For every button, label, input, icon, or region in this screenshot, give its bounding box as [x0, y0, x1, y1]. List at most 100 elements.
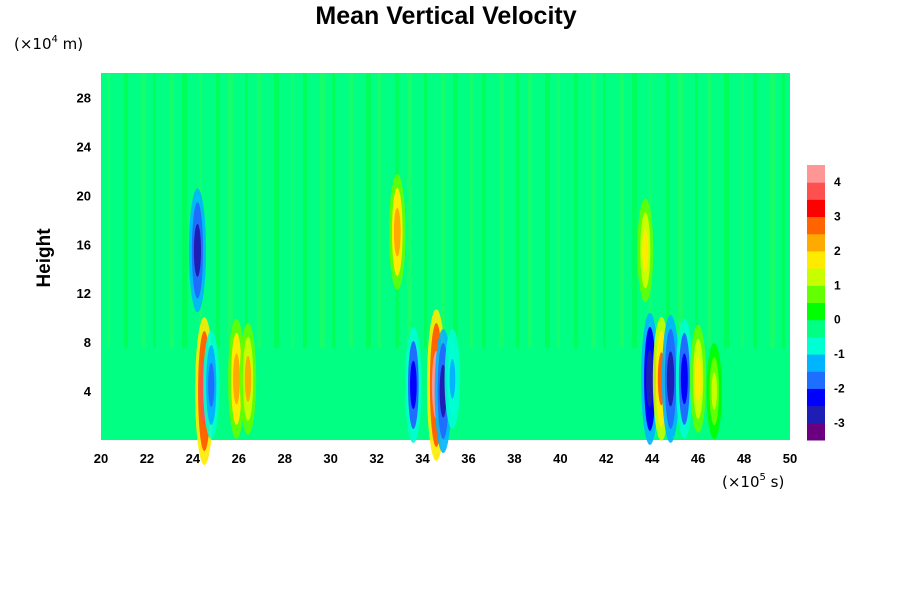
- feature-core: [646, 350, 654, 408]
- colorbar-segment: [807, 422, 825, 441]
- background-band: [378, 73, 381, 349]
- feature-core: [449, 359, 456, 399]
- x-tick-label: 34: [415, 451, 430, 466]
- colorbar-segment: [807, 354, 825, 372]
- colorbar-tick-label: -3: [834, 416, 845, 430]
- colorbar-tick-label: 1: [834, 278, 841, 292]
- x-tick-label: 50: [783, 451, 797, 466]
- background-band: [632, 73, 637, 349]
- colorbar-tick-label: 0: [834, 313, 841, 327]
- x-tick-label: 38: [507, 451, 521, 466]
- y-tick-label: 20: [77, 188, 91, 203]
- x-tick-label: 42: [599, 451, 613, 466]
- background-band: [303, 73, 307, 349]
- x-axis-ticks: 20 22 24 26 28 30 32 34 36 38 40 42 44 46 48 50: [94, 451, 797, 466]
- feature-core: [410, 360, 417, 410]
- y-tick-label: 12: [77, 286, 91, 301]
- x-tick-label: 22: [140, 451, 154, 466]
- background-band: [666, 73, 670, 349]
- background-band: [470, 73, 473, 349]
- velocity-features: [188, 174, 722, 466]
- colorbar-segment: [807, 302, 825, 321]
- background-band: [153, 73, 156, 349]
- background-band: [228, 73, 233, 349]
- background-band: [545, 73, 550, 349]
- y-axis-unit: (×104 m): [14, 34, 83, 53]
- colorbar-tick-label: 4: [834, 175, 841, 189]
- colorbar-segment: [807, 405, 825, 424]
- colorbar-ticks: 4 3 2 1 0 -1 -2 -3: [834, 175, 845, 430]
- background-band: [782, 73, 785, 349]
- feature-core: [208, 362, 215, 407]
- background-band: [603, 73, 606, 349]
- background-band: [170, 73, 174, 349]
- y-axis-unit-exponent: 4: [52, 34, 58, 45]
- colorbar-segment: [807, 388, 825, 407]
- y-tick-label: 8: [84, 335, 91, 350]
- x-tick-label: 24: [186, 451, 201, 466]
- feature-core: [233, 353, 240, 405]
- background-bands: [107, 73, 785, 349]
- colorbar-segment: [807, 250, 825, 269]
- colorbar-segment: [807, 268, 825, 286]
- colorbar-segment: [807, 319, 825, 338]
- background-band: [141, 73, 146, 349]
- colorbar-segment: [807, 199, 825, 218]
- x-tick-label: 32: [369, 451, 383, 466]
- y-axis-unit-prefix: (×10: [14, 35, 52, 53]
- background-band: [453, 73, 458, 349]
- plot-area: [101, 73, 790, 466]
- x-axis-unit-exponent: 5: [760, 472, 766, 483]
- background-band: [574, 73, 578, 349]
- y-tick-label: 28: [77, 90, 91, 105]
- feature-core: [244, 355, 252, 402]
- background-band: [274, 73, 279, 349]
- background-band: [332, 73, 335, 349]
- background-band: [124, 73, 128, 349]
- y-axis-unit-suffix: m): [58, 35, 83, 53]
- y-tick-label: 4: [84, 384, 92, 399]
- background-band: [678, 73, 683, 349]
- colorbar-segment: [807, 216, 825, 235]
- x-axis-unit: (×105 s): [722, 472, 784, 491]
- background-band: [753, 73, 757, 349]
- colorbar-segment: [807, 285, 825, 303]
- x-tick-label: 36: [461, 451, 475, 466]
- chart-title: Mean Vertical Velocity: [315, 2, 576, 30]
- background-band: [291, 73, 294, 349]
- feature-core: [711, 372, 717, 410]
- background-band: [724, 73, 729, 349]
- colorbar-tick-label: -1: [834, 347, 845, 361]
- x-axis-unit-prefix: (×10: [722, 473, 760, 491]
- y-tick-label: 16: [77, 237, 91, 252]
- x-tick-label: 40: [553, 451, 567, 466]
- feature-core: [666, 351, 675, 407]
- background-band: [482, 73, 486, 349]
- feature-core: [680, 353, 688, 405]
- y-tick-label: 24: [77, 139, 92, 154]
- colorbar: [807, 165, 825, 441]
- feature-core: [695, 356, 702, 401]
- x-tick-label: 44: [645, 451, 660, 466]
- background-band: [349, 73, 353, 349]
- background-band: [182, 73, 187, 349]
- colorbar-tick-label: -2: [834, 381, 845, 395]
- feature-core: [642, 229, 649, 272]
- y-axis-ticks: 4 8 12 16 20 24 28: [77, 90, 92, 399]
- background-band: [516, 73, 519, 349]
- background-band: [320, 73, 325, 349]
- colorbar-segment: [807, 233, 825, 252]
- background-band: [424, 73, 427, 349]
- background-band: [770, 73, 775, 349]
- background-band: [528, 73, 532, 349]
- colorbar-tick-label: 2: [834, 244, 841, 258]
- background-band: [107, 73, 110, 349]
- background-band: [591, 73, 596, 349]
- background-band: [620, 73, 624, 349]
- colorbar-tick-label: 3: [834, 210, 841, 224]
- colorbar-segment: [807, 336, 825, 355]
- y-axis-label: Height: [34, 228, 55, 288]
- background-band: [216, 73, 220, 349]
- background-band: [557, 73, 560, 349]
